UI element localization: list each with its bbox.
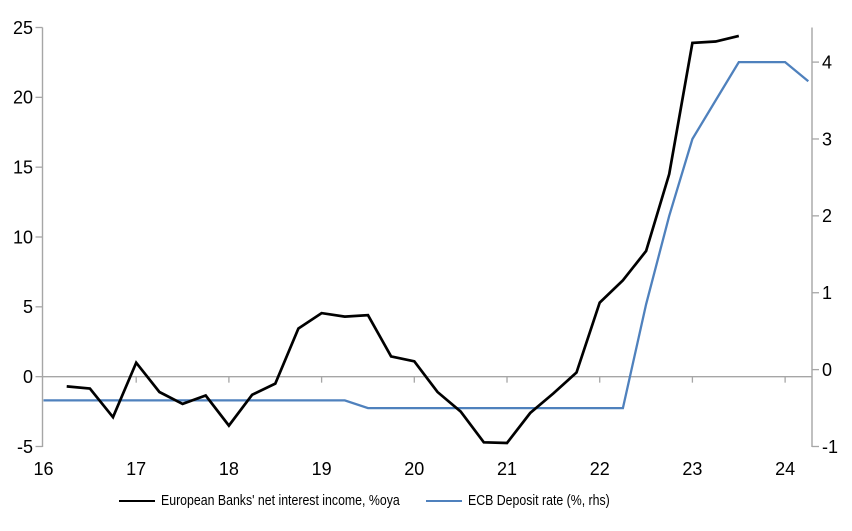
legend-item-ecb-deposit-rate: ECB Deposit rate (%, rhs) <box>426 493 635 509</box>
x-tick-label: 16 <box>33 459 53 479</box>
right-y-tick-label: 0 <box>822 360 832 380</box>
left-y-tick-label: 15 <box>13 157 33 177</box>
left-y-tick-label: 10 <box>13 227 33 247</box>
x-tick-label: 18 <box>219 459 239 479</box>
x-tick-label: 19 <box>312 459 332 479</box>
right-y-tick-label: 3 <box>822 129 832 149</box>
legend-label-net-interest-income: European Banks' net interest income, %oy… <box>161 493 400 509</box>
right-y-tick-label: 1 <box>822 283 832 303</box>
x-tick-label: 17 <box>126 459 146 479</box>
legend-line-swatch-black <box>119 500 155 502</box>
left-y-tick-label: 5 <box>23 297 33 317</box>
legend-line-swatch-blue <box>426 500 462 502</box>
series-line-ecb-deposit-rate <box>43 60 810 410</box>
left-y-tick-label: -5 <box>17 437 33 457</box>
x-tick-label: 20 <box>404 459 424 479</box>
x-tick-label: 23 <box>682 459 702 479</box>
right-y-tick-label: 4 <box>822 52 832 72</box>
x-tick-label: 24 <box>775 459 795 479</box>
right-y-tick-label: -1 <box>822 437 838 457</box>
left-y-tick-label: 25 <box>13 18 33 38</box>
right-y-tick-label: 2 <box>822 206 832 226</box>
x-tick-label: 22 <box>590 459 610 479</box>
legend-item-net-interest-income: European Banks' net interest income, %oy… <box>119 493 442 509</box>
left-y-tick-label: 20 <box>13 88 33 108</box>
legend-label-ecb-deposit-rate: ECB Deposit rate (%, rhs) <box>468 493 610 509</box>
x-tick-label: 21 <box>497 459 517 479</box>
series-line-net-interest-income <box>66 34 740 445</box>
left-y-tick-label: 0 <box>23 367 33 387</box>
